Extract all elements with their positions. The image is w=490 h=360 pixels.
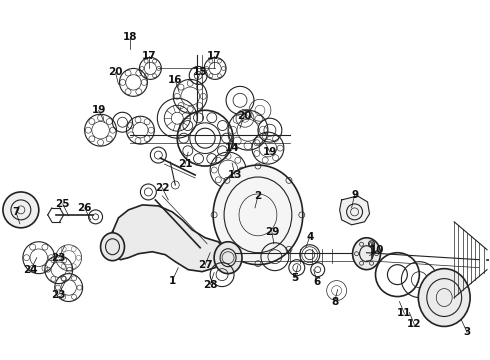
Text: 7: 7 [12, 207, 20, 217]
Text: 23: 23 [51, 253, 66, 263]
Circle shape [3, 192, 39, 228]
Text: 2: 2 [254, 191, 262, 201]
Text: 9: 9 [351, 190, 358, 200]
Text: 28: 28 [203, 280, 218, 289]
Text: 12: 12 [407, 319, 421, 329]
Ellipse shape [353, 238, 380, 270]
Ellipse shape [100, 233, 124, 261]
Text: 5: 5 [291, 273, 298, 283]
Text: 13: 13 [228, 170, 242, 180]
Text: 22: 22 [155, 183, 170, 193]
Text: 18: 18 [123, 32, 138, 41]
Text: 21: 21 [178, 159, 193, 169]
Text: 19: 19 [263, 147, 277, 157]
Text: 1: 1 [169, 276, 176, 285]
Text: 11: 11 [397, 309, 412, 319]
Text: 26: 26 [77, 203, 92, 213]
Text: 20: 20 [237, 111, 251, 121]
Text: 24: 24 [24, 265, 38, 275]
Text: 16: 16 [168, 75, 182, 85]
Ellipse shape [213, 165, 303, 265]
Text: 25: 25 [55, 199, 70, 209]
Text: 10: 10 [370, 245, 385, 255]
Text: 4: 4 [306, 232, 314, 242]
Text: 19: 19 [91, 105, 106, 115]
Text: 15: 15 [193, 67, 207, 77]
Text: 17: 17 [142, 51, 157, 62]
Text: 23: 23 [51, 289, 66, 300]
Text: 27: 27 [198, 260, 213, 270]
Text: 20: 20 [108, 67, 123, 77]
Ellipse shape [214, 242, 242, 274]
Text: 6: 6 [313, 276, 320, 287]
Text: 8: 8 [331, 297, 338, 306]
Polygon shape [108, 205, 225, 272]
Text: 17: 17 [207, 51, 221, 62]
Polygon shape [340, 196, 369, 225]
Text: 14: 14 [225, 143, 239, 153]
Text: 29: 29 [265, 227, 279, 237]
Ellipse shape [418, 269, 470, 327]
Text: 3: 3 [464, 327, 471, 337]
